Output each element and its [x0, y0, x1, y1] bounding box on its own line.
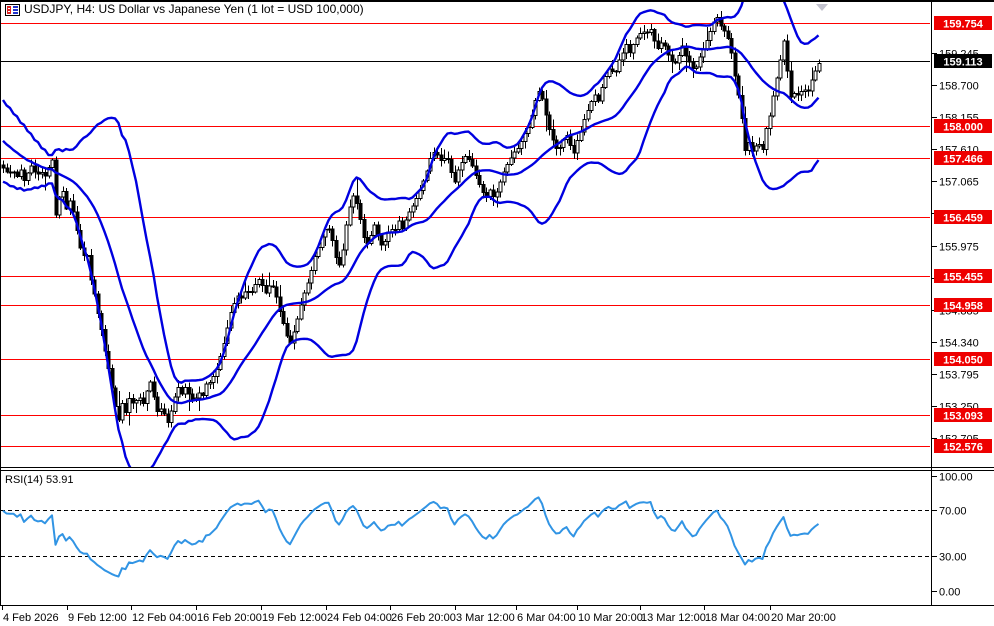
- main-price-pane[interactable]: [1, 0, 930, 476]
- time-tick-label: 4 Feb 2026: [3, 612, 59, 624]
- rsi-tick-label: 0.00: [939, 587, 960, 599]
- time-tick-label: 20 Mar 20:00: [771, 612, 836, 624]
- level-price-badge: 158.000: [943, 122, 983, 134]
- time-tick-label: 19 Feb 12:00: [262, 612, 327, 624]
- level-price-badge-bg: [934, 408, 992, 422]
- rsi-line: [2, 496, 820, 578]
- candlestick-chart-icon: [5, 3, 20, 16]
- level-price-badge-bg: [934, 210, 992, 224]
- time-tick-label: 10 Mar 20:00: [578, 612, 643, 624]
- bollinger-lower-band: [2, 65, 820, 467]
- time-tick-label: 9 Feb 12:00: [68, 612, 127, 624]
- current-price-badge-bg: [934, 54, 992, 68]
- level-price-badge: 159.754: [943, 19, 984, 31]
- rsi-indicator-pane[interactable]: [1, 496, 930, 578]
- time-tick-label: 24 Feb 04:00: [327, 612, 392, 624]
- level-price-badge: 154.958: [943, 301, 983, 313]
- level-price-badge-bg: [934, 119, 992, 133]
- level-price-badge: 153.093: [943, 411, 983, 423]
- current-price-badge: 159.113: [943, 57, 982, 69]
- price-tick-label: 158.700: [939, 81, 979, 93]
- level-price-badge: 154.050: [943, 355, 983, 367]
- chart-title: USDJPY, H4: US Dollar vs Japanese Yen (1…: [24, 2, 364, 16]
- price-tick-label: 153.795: [939, 370, 979, 382]
- level-price-badge: 157.466: [943, 154, 983, 166]
- price-tick-label: 157.065: [939, 177, 979, 189]
- level-price-badge-bg: [934, 439, 992, 453]
- time-tick-label: 16 Feb 20:00: [197, 612, 262, 624]
- time-tick-label: 18 Mar 04:00: [705, 612, 770, 624]
- rsi-tick-label: 70.00: [939, 506, 967, 518]
- bollinger-upper-band: [1, 2, 820, 384]
- time-tick-label: 26 Feb 20:00: [391, 612, 456, 624]
- time-tick-label: 3 Mar 12:00: [456, 612, 515, 624]
- object-marker-triangle-icon[interactable]: [816, 4, 828, 11]
- level-price-badge-bg: [934, 298, 992, 312]
- time-tick-label: 12 Feb 04:00: [132, 612, 197, 624]
- rsi-tick-label: 30.00: [939, 552, 967, 564]
- level-price-badge-bg: [934, 16, 992, 30]
- rsi-tick-label: 100.00: [939, 472, 973, 484]
- level-price-badge: 152.576: [943, 442, 983, 454]
- time-tick-label: 6 Mar 04:00: [517, 612, 576, 624]
- rsi-indicator-label: RSI(14) 53.91: [5, 474, 74, 486]
- time-tick-label: 13 Mar 12:00: [641, 612, 706, 624]
- price-tick-label: 155.975: [939, 242, 979, 254]
- level-price-badge: 155.455: [943, 272, 983, 284]
- level-price-badge-bg: [934, 151, 992, 165]
- level-price-badge: 156.459: [943, 213, 983, 225]
- window-top-border: [0, 0, 994, 2]
- level-price-badge-bg: [934, 269, 992, 283]
- price-tick-label: 154.340: [939, 338, 979, 350]
- level-price-badge-bg: [934, 352, 992, 366]
- bollinger-middle-band: [2, 45, 820, 405]
